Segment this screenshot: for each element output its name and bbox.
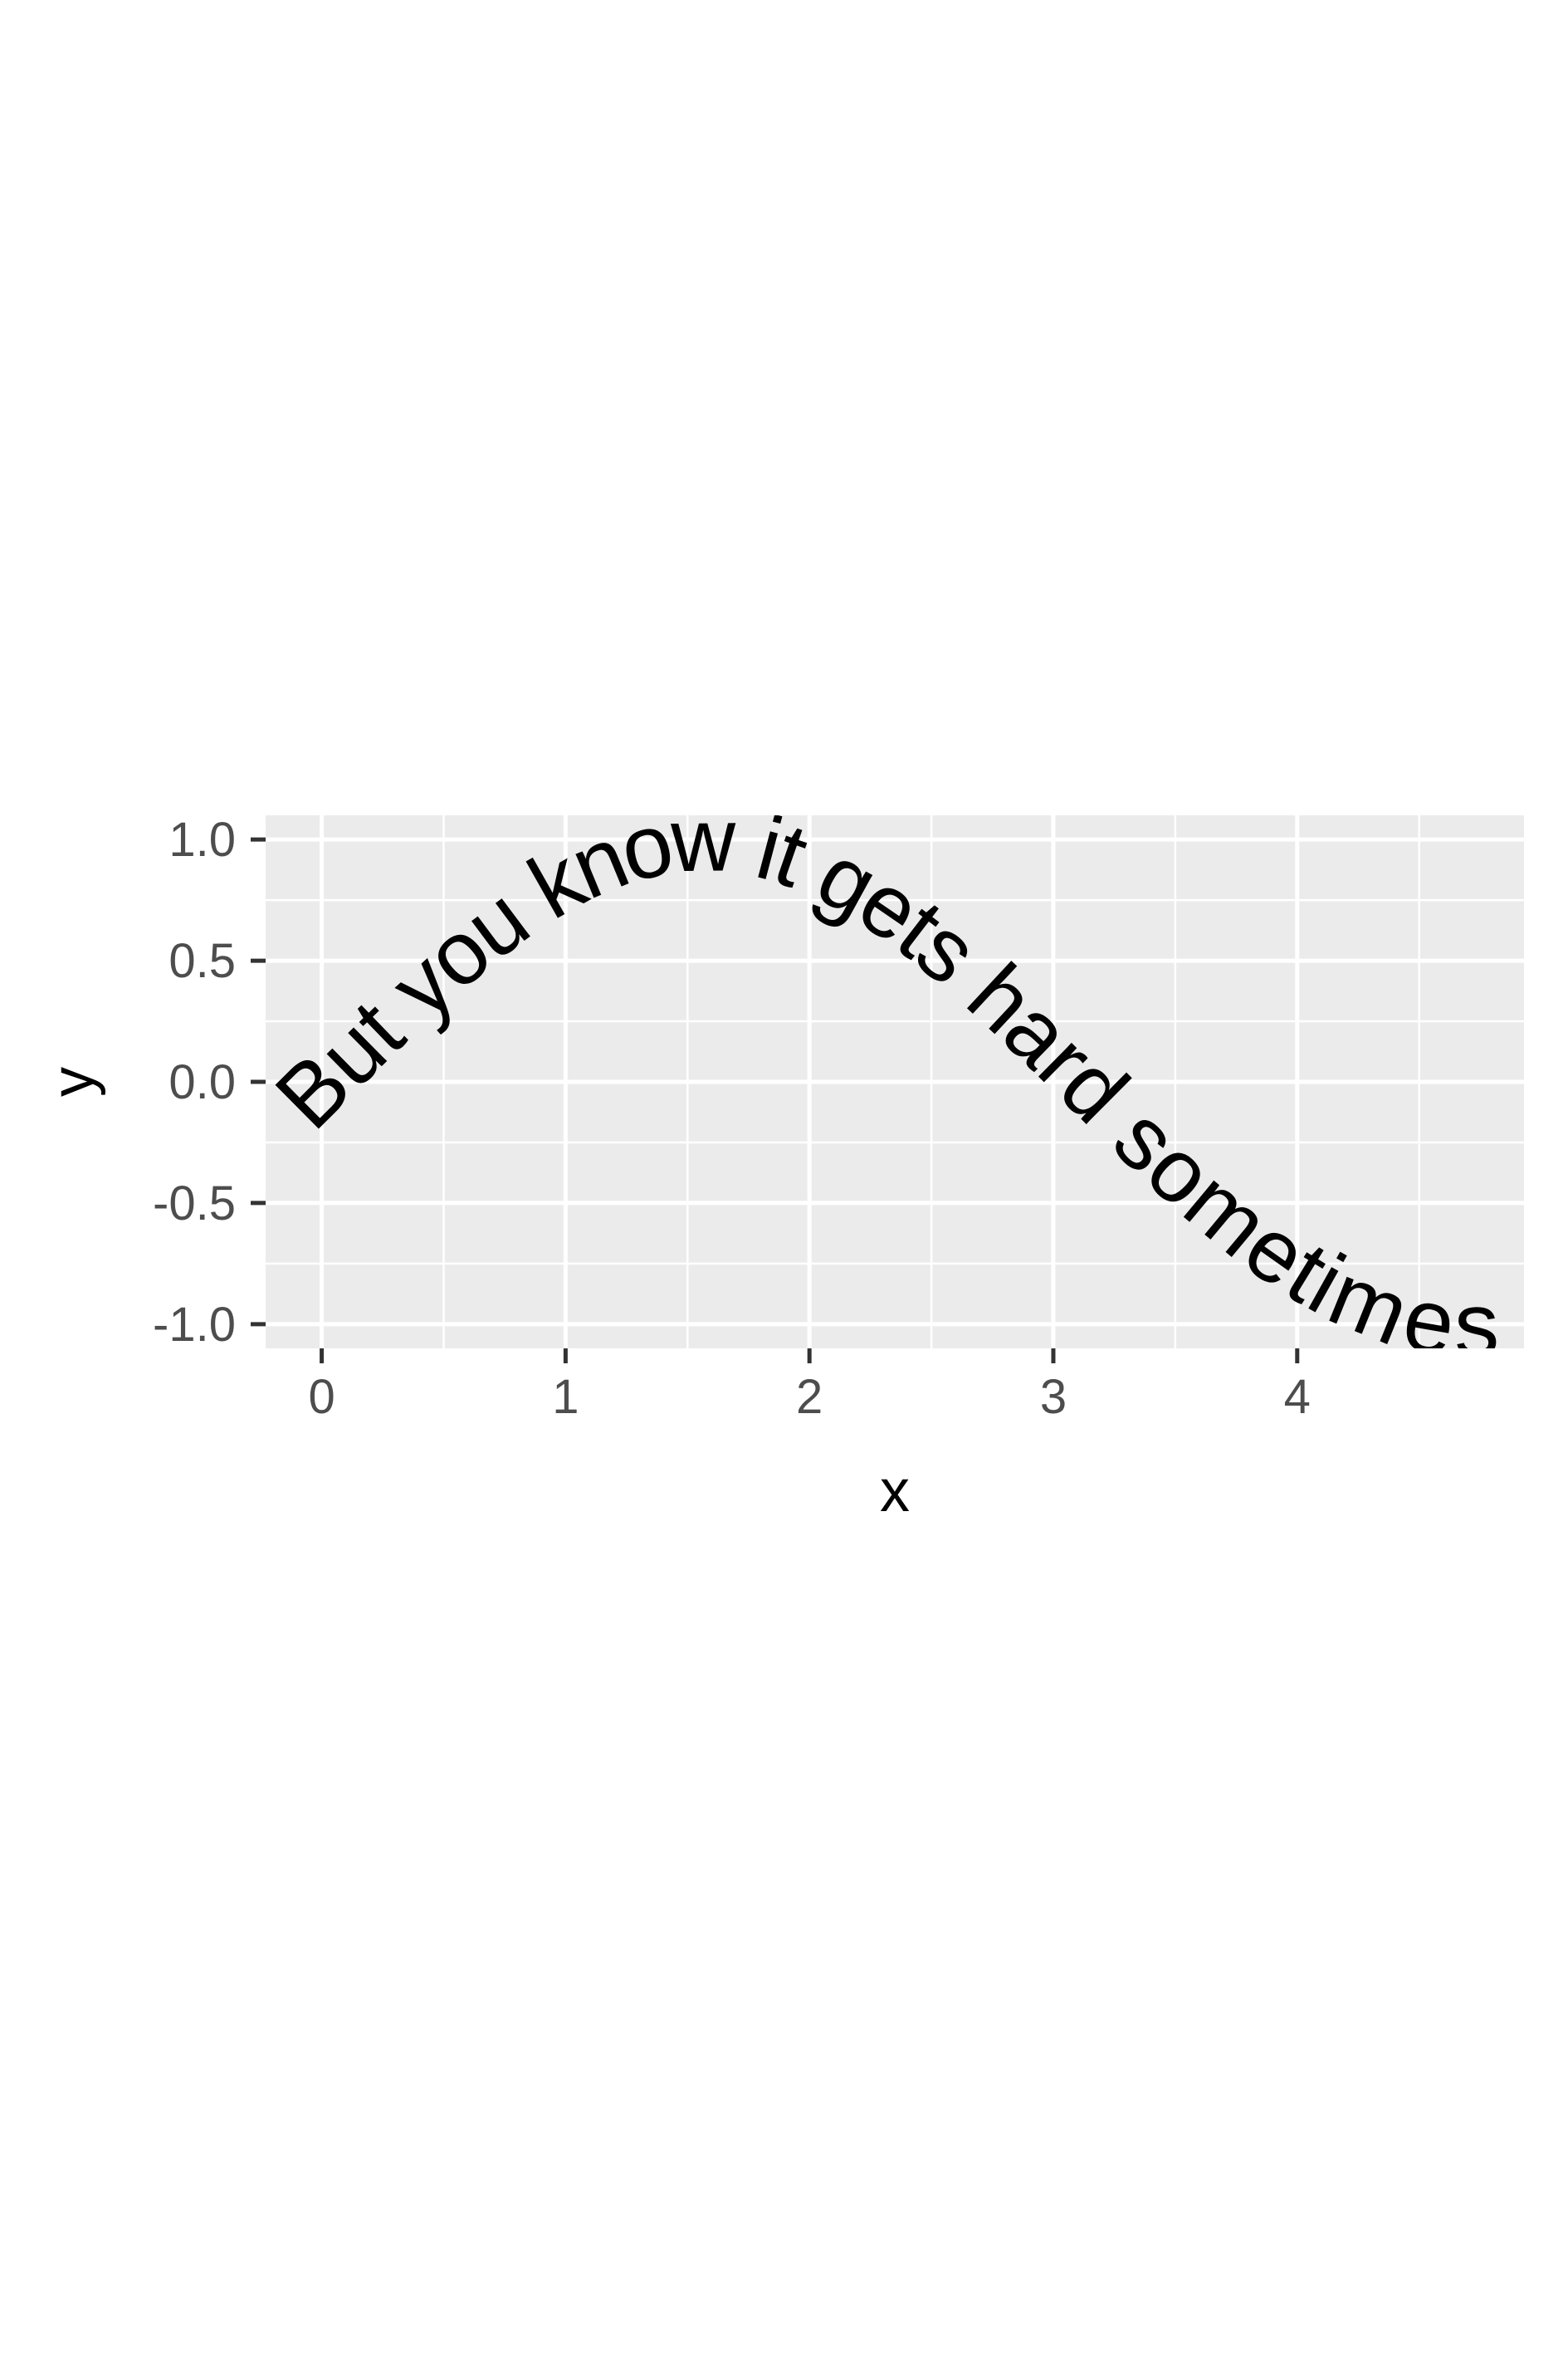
y-axis-title: y xyxy=(40,1067,106,1097)
y-tick-label-2: 0.0 xyxy=(169,1055,236,1109)
grid-major xyxy=(266,815,1524,1348)
y-axis-tick-labels: -1.0 -0.5 0.0 0.5 1.0 xyxy=(153,813,236,1352)
y-tick-label-0: -1.0 xyxy=(153,1298,236,1352)
x-tick-label-0: 0 xyxy=(308,1370,335,1424)
y-tick-label-1: -0.5 xyxy=(153,1176,236,1230)
x-axis-ticks xyxy=(320,1348,1300,1363)
x-tick-label-3: 3 xyxy=(1040,1370,1067,1424)
x-tick-label-4: 4 xyxy=(1284,1370,1311,1424)
y-tick-label-3: 0.5 xyxy=(169,934,236,988)
x-tick-label-1: 1 xyxy=(552,1370,579,1424)
x-axis-title: x xyxy=(880,1458,910,1524)
y-tick-label-4: 1.0 xyxy=(169,813,236,867)
x-tick-label-2: 2 xyxy=(796,1370,823,1424)
x-axis-tick-labels: 0 1 2 3 4 xyxy=(308,1370,1310,1424)
y-axis-ticks xyxy=(251,837,266,1327)
